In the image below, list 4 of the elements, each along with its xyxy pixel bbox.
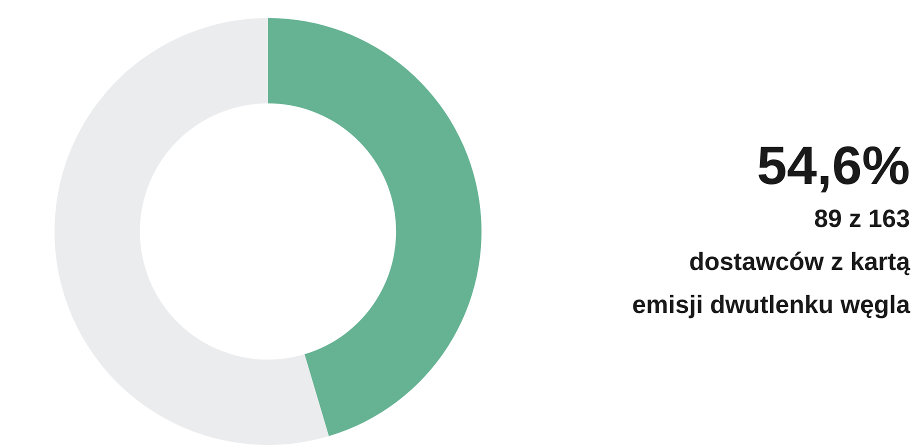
text: 54,6% xyxy=(756,136,910,196)
text: emisji dwutlenku węgla xyxy=(632,290,910,321)
text: dostawców z kartą xyxy=(688,247,910,278)
text: 89 z 163 xyxy=(813,204,910,235)
